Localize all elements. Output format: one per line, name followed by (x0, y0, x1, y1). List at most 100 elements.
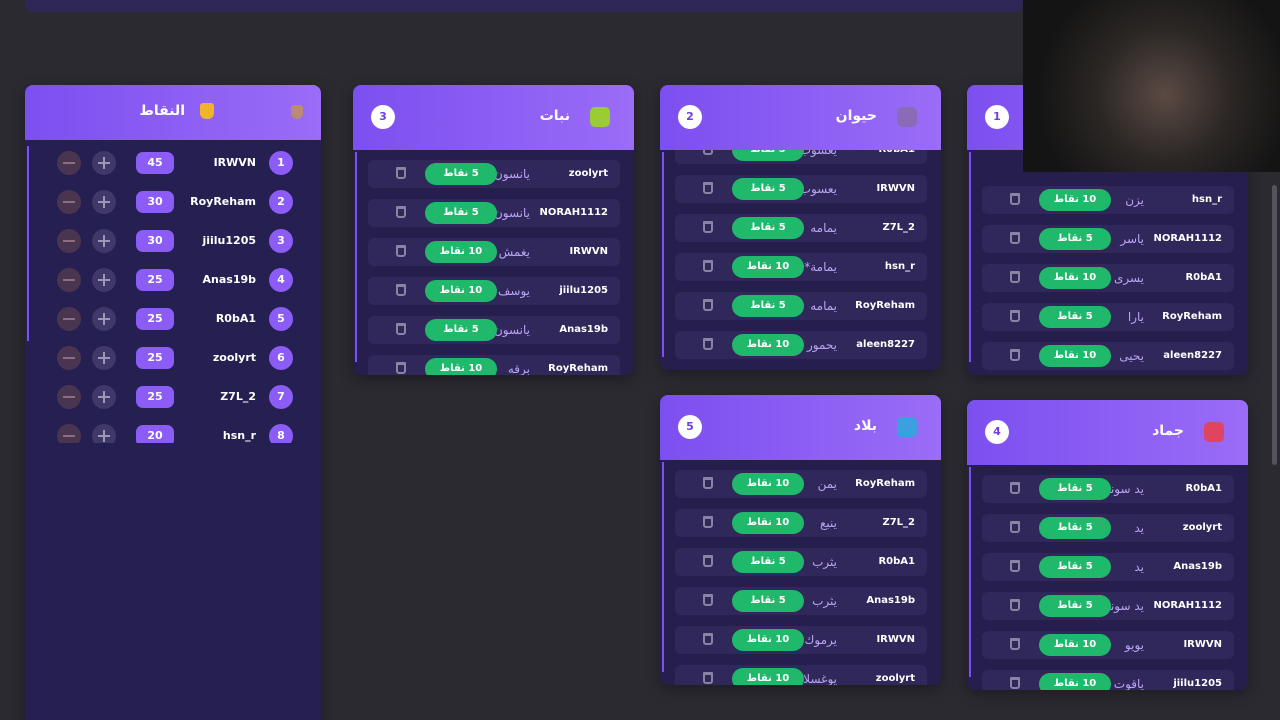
delete-button[interactable] (1010, 232, 1020, 244)
player-name: IRWVN (213, 156, 256, 169)
delete-button[interactable] (1010, 271, 1020, 283)
delete-button[interactable] (1010, 638, 1020, 650)
leaderboard-title: النقاط (139, 103, 185, 119)
category-icon (1204, 422, 1224, 442)
plus-button[interactable] (92, 346, 116, 370)
answer-row: RoyReham يارا 5 نقاط (982, 303, 1234, 331)
delete-button[interactable] (1010, 560, 1020, 572)
delete-button[interactable] (703, 221, 713, 233)
player-name: hsn_r (884, 261, 915, 272)
plus-button[interactable] (92, 229, 116, 253)
answer-text: يحمور (806, 338, 837, 352)
minus-button[interactable] (57, 346, 81, 370)
delete-button[interactable] (1010, 521, 1020, 533)
player-name: RoyReham (1162, 311, 1222, 322)
trophy-icon (200, 103, 214, 119)
minus-button[interactable] (57, 424, 81, 443)
delete-button[interactable] (396, 362, 406, 374)
minus-button[interactable] (57, 268, 81, 292)
player-name: zoolyrt (875, 673, 915, 684)
answer-row: hsn_r يزن 10 نقاط (982, 186, 1234, 214)
minus-button[interactable] (57, 229, 81, 253)
player-name: hsn_r (222, 429, 256, 442)
minus-button[interactable] (57, 151, 81, 175)
player-name: aleen8227 (1163, 350, 1222, 361)
card-title: حيوان (835, 108, 877, 124)
answer-text: يغمش (498, 245, 530, 259)
player-name: RoyReham (855, 300, 915, 311)
plus-button[interactable] (92, 190, 116, 214)
delete-button[interactable] (1010, 677, 1020, 689)
delete-button[interactable] (396, 323, 406, 335)
points-badge: 5 نقاط (425, 319, 497, 341)
card-number: 1 (985, 105, 1009, 129)
delete-button[interactable] (396, 206, 406, 218)
answer-text: يد سوني (1100, 599, 1144, 613)
rank-badge: 8 (269, 424, 293, 443)
player-name: RoyReham (855, 478, 915, 489)
delete-button[interactable] (703, 555, 713, 567)
category-icon (897, 107, 917, 127)
card-title: بلاد (853, 418, 877, 434)
rank-badge: 6 (269, 346, 293, 370)
delete-button[interactable] (703, 672, 713, 684)
score-pill: 30 (136, 230, 174, 252)
points-badge: 5 نقاط (732, 551, 804, 573)
answer-text: يعسوب (799, 182, 837, 196)
plus-button[interactable] (92, 307, 116, 331)
player-name: Z7L_2 (220, 390, 256, 403)
answer-row: jiilu1205 ياقوت 10 نقاط (982, 670, 1234, 690)
answer-text: يمامه (810, 221, 837, 235)
delete-button[interactable] (703, 260, 713, 272)
rank-badge: 4 (269, 268, 293, 292)
points-badge: 5 نقاط (1039, 306, 1111, 328)
points-badge: 10 نقاط (732, 334, 804, 356)
delete-button[interactable] (396, 284, 406, 296)
answer-text: يمامه (810, 299, 837, 313)
player-name: aleen8227 (856, 339, 915, 350)
delete-button[interactable] (1010, 599, 1020, 611)
plus-button[interactable] (92, 424, 116, 443)
delete-button[interactable] (1010, 349, 1020, 361)
card-number: 5 (678, 415, 702, 439)
delete-button[interactable] (703, 338, 713, 350)
list-accent (662, 152, 664, 357)
player-name: R0bA1 (878, 150, 915, 164)
delete-button[interactable] (703, 299, 713, 311)
points-badge: 10 نقاط (425, 358, 497, 375)
delete-button[interactable] (1010, 193, 1020, 205)
player-name: IRWVN (876, 183, 915, 194)
delete-button[interactable] (703, 477, 713, 489)
answer-row: hsn_r يمامة* 10 نقاط (675, 253, 927, 281)
answer-row: Anas19b يثرب 5 نقاط (675, 587, 927, 615)
points-badge: 10 نقاط (732, 473, 804, 495)
plus-button[interactable] (92, 268, 116, 292)
scrollbar[interactable] (1272, 185, 1277, 465)
rank-badge: 2 (269, 190, 293, 214)
card-number: 3 (371, 105, 395, 129)
delete-button[interactable] (703, 633, 713, 645)
player-name: zoolyrt (568, 168, 608, 179)
answer-text: يانسون (493, 167, 530, 181)
delete-button[interactable] (396, 167, 406, 179)
answer-row: zoolyrt يانسون 5 نقاط (368, 160, 620, 188)
minus-button[interactable] (57, 190, 81, 214)
delete-button[interactable] (703, 516, 713, 528)
minus-button[interactable] (57, 307, 81, 331)
plus-button[interactable] (92, 385, 116, 409)
points-badge: 5 نقاط (732, 295, 804, 317)
player-name: Anas19b (1173, 561, 1222, 572)
delete-button[interactable] (703, 150, 713, 155)
plus-button[interactable] (92, 151, 116, 175)
points-badge: 10 نقاط (1039, 267, 1111, 289)
answer-text: يمامة* (804, 260, 837, 274)
delete-button[interactable] (1010, 310, 1020, 322)
player-name: Anas19b (202, 273, 257, 286)
player-name: Z7L_2 (882, 517, 915, 528)
points-badge: 5 نقاط (1039, 517, 1111, 539)
delete-button[interactable] (703, 594, 713, 606)
delete-button[interactable] (703, 182, 713, 194)
delete-button[interactable] (396, 245, 406, 257)
minus-button[interactable] (57, 385, 81, 409)
delete-button[interactable] (1010, 482, 1020, 494)
